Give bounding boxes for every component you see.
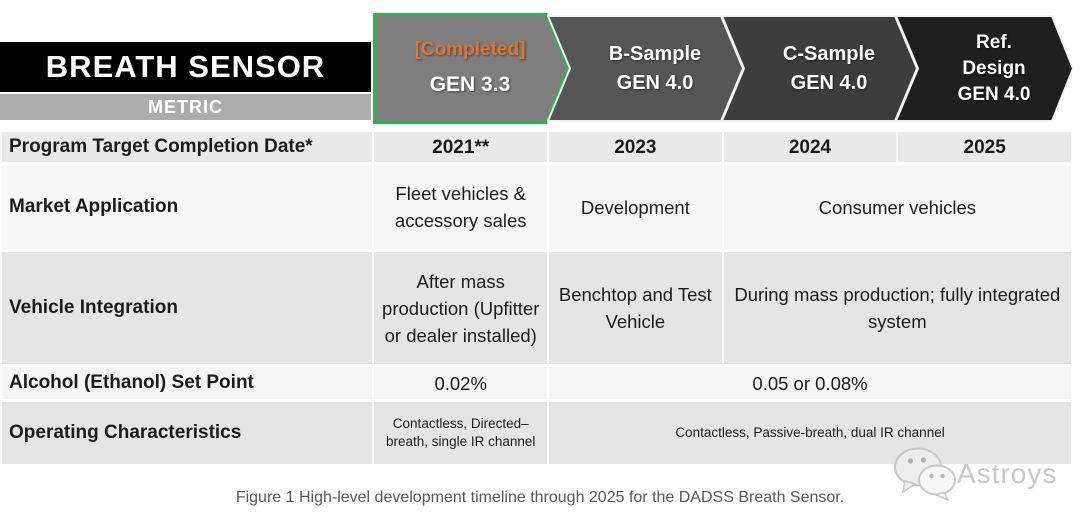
stage-status-completed: [Completed] [414,38,526,60]
metric-label: Program Target Completion Date* [2,132,373,162]
stage-arrow-refdesign [895,15,1075,122]
stage-label-csample: C-Sample GEN 4.0 [741,15,917,122]
stage-arrow-refdesign-shape [895,15,1075,122]
stage-name-label: C-Sample [782,42,876,65]
table-row-vehicle-integration: Vehicle Integration After mass productio… [2,252,1071,364]
cell-bsample-market: Development [549,165,722,249]
cell-gen40-setpoint: 0.05 or 0.08% [549,367,1071,399]
metric-label: Alcohol (Ethanol) Set Point [2,367,373,399]
table-row-market-application: Market Application Fleet vehicles & acce… [2,165,1071,249]
cell-gen33-operating: Contactless, Directed–breath, single IR … [374,402,548,464]
stage-label-gen33: [Completed] GEN 3.3 [379,13,561,124]
cell-mass-production: During mass production; fully integrated… [723,252,1071,364]
metric-subheader-bar: METRIC [0,94,371,120]
page-title: BREATH SENSOR [45,49,326,84]
table-row-alcohol-set-point: Alcohol (Ethanol) Set Point 0.02% 0.05 o… [2,367,1071,399]
stage-arrow-gen33 [373,13,570,124]
wechat-icon [894,447,956,501]
metric-label: Market Application [2,165,373,249]
cell-gen40-operating: Contactless, Passive-breath, dual IR cha… [549,402,1071,464]
cell-gen33-date: 2021** [374,132,548,162]
stage-arrow-gen33-shape [373,13,570,124]
stage-gen-label: GEN 4.0 [790,71,868,94]
figure-caption: Figure 1 High-level development timeline… [235,489,845,506]
stage-name-label: B-Sample [608,42,702,65]
stage-label-refdesign: Ref. Design GEN 4.0 [913,15,1075,122]
breath-sensor-table: Program Target Completion Date* 2021** 2… [0,129,1073,467]
watermark: Astroys [893,446,1075,502]
stage-name-label: Ref. [976,31,1012,53]
cell-consumer-vehicles: Consumer vehicles [723,165,1071,249]
table-row-completion-date: Program Target Completion Date* 2021** 2… [2,132,1071,162]
cell-gen33-integration: After mass production (Upfitter or deale… [374,252,548,364]
stage-gen-label: GEN 4.0 [957,83,1031,105]
metric-label: Vehicle Integration [2,252,373,364]
watermark-brand-text: Astroys [957,458,1058,489]
stage-name-label-line2: Design [962,57,1026,79]
metric-label: Operating Characteristics [2,402,373,464]
breath-sensor-title-bar: BREATH SENSOR [0,42,371,92]
stage-gen-label: GEN 4.0 [616,71,694,94]
cell-refdesign-date: 2025 [898,132,1071,162]
metric-subheader-label: METRIC [148,96,223,117]
cell-csample-date: 2024 [723,132,897,162]
cell-bsample-date: 2023 [549,132,722,162]
table-row-operating-characteristics: Operating Characteristics Contactless, D… [2,402,1071,464]
stage-gen-label: GEN 3.3 [429,72,511,96]
cell-bsample-integration: Benchtop and Test Vehicle [549,252,722,364]
stage-label-bsample: B-Sample GEN 4.0 [567,15,743,122]
cell-gen33-market: Fleet vehicles & accessory sales [374,165,548,249]
cell-gen33-setpoint: 0.02% [374,367,548,399]
